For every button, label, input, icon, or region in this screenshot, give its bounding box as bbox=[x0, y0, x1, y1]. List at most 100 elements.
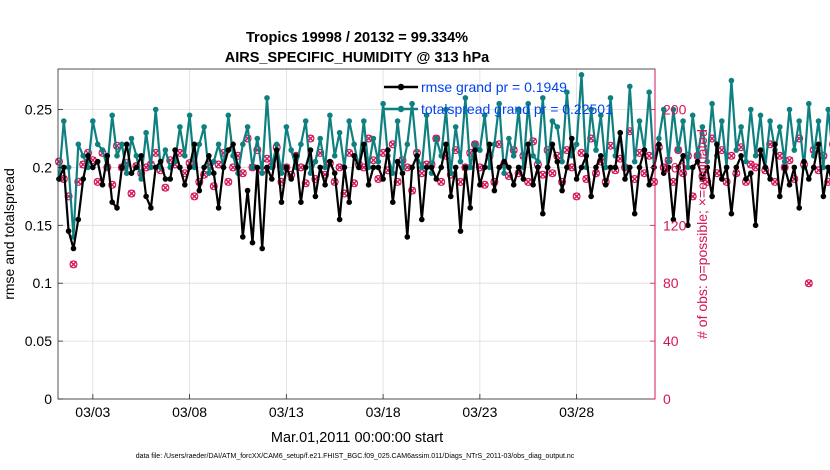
rmse-point bbox=[540, 210, 546, 217]
obs-count-marker bbox=[161, 183, 170, 192]
rmse-point bbox=[80, 176, 86, 182]
x-tick-label: 03/03 bbox=[75, 404, 110, 420]
totalspread-point bbox=[631, 158, 638, 165]
totalspread-point bbox=[752, 153, 759, 159]
totalspread-point bbox=[733, 147, 740, 153]
obs-evaluated-cross bbox=[752, 163, 760, 171]
totalspread-point bbox=[128, 135, 135, 142]
totalspread-point bbox=[201, 124, 207, 130]
rmse-point bbox=[564, 164, 570, 171]
rmse-point bbox=[346, 199, 353, 205]
obs-evaluated-cross bbox=[539, 171, 547, 179]
legend-spread-marker bbox=[397, 105, 405, 113]
y-right-tick-label: 160 bbox=[663, 159, 687, 175]
rmse-point bbox=[182, 182, 188, 188]
totalspread-point bbox=[433, 135, 440, 142]
totalspread-point bbox=[419, 164, 425, 171]
obs-evaluated-cross bbox=[573, 192, 581, 200]
rmse-point bbox=[777, 193, 783, 200]
rmse-point bbox=[61, 164, 67, 171]
totalspread-point bbox=[694, 153, 701, 159]
totalspread-point bbox=[298, 141, 304, 148]
rmse-point bbox=[781, 164, 788, 171]
rmse-point bbox=[723, 164, 730, 171]
rmse-point bbox=[365, 182, 372, 188]
obs-evaluated-cross bbox=[239, 169, 247, 177]
rmse-point bbox=[404, 234, 411, 240]
obs-count-marker bbox=[572, 192, 581, 201]
totalspread-point bbox=[65, 164, 72, 171]
totalspread-point bbox=[491, 141, 498, 148]
totalspread-point bbox=[719, 118, 725, 124]
rmse-point bbox=[670, 216, 677, 223]
totalspread-point bbox=[177, 124, 183, 130]
y-left-tick-label: 0.25 bbox=[25, 102, 52, 118]
totalspread-point bbox=[346, 118, 353, 124]
rmse-point bbox=[530, 182, 536, 188]
legend-spread-label: totalspread grand pr = 0.22501 bbox=[421, 101, 613, 117]
totalspread-point bbox=[302, 118, 309, 124]
totalspread-point bbox=[394, 118, 401, 124]
obs-evaluated-cross bbox=[161, 184, 169, 192]
totalspread-point bbox=[312, 158, 319, 165]
totalspread-point bbox=[598, 112, 604, 119]
x-tick-label: 03/08 bbox=[172, 404, 207, 420]
totalspread-point bbox=[254, 135, 261, 142]
rmse-point bbox=[167, 176, 173, 182]
rmse-point bbox=[56, 176, 62, 182]
rmse-point bbox=[302, 164, 309, 171]
obs-possible-circle bbox=[253, 146, 262, 155]
totalspread-point bbox=[530, 153, 536, 159]
rmse-point bbox=[230, 141, 236, 148]
obs-evaluated-cross bbox=[481, 181, 489, 189]
rmse-point bbox=[206, 153, 212, 159]
rmse-point bbox=[273, 147, 280, 153]
rmse-point bbox=[85, 153, 91, 159]
rmse-point bbox=[665, 164, 672, 171]
rmse-point bbox=[491, 187, 498, 194]
rmse-point bbox=[157, 158, 164, 165]
rmse-point bbox=[694, 158, 701, 165]
rmse-point bbox=[283, 164, 290, 171]
totalspread-point bbox=[206, 170, 212, 176]
obs-evaluated-cross bbox=[94, 178, 102, 186]
totalspread-point bbox=[472, 141, 478, 148]
rmse-point bbox=[602, 182, 609, 188]
rmse-point bbox=[733, 164, 740, 171]
rmse-point bbox=[133, 164, 140, 171]
totalspread-point bbox=[90, 118, 96, 124]
rmse-point bbox=[191, 141, 198, 148]
obs-possible-circle bbox=[74, 177, 83, 186]
rmse-point bbox=[322, 182, 328, 188]
rmse-point bbox=[312, 193, 319, 200]
totalspread-point bbox=[138, 176, 144, 182]
rmse-point bbox=[428, 164, 435, 171]
totalspread-point bbox=[133, 153, 140, 159]
totalspread-point bbox=[815, 118, 822, 124]
rmse-point bbox=[786, 182, 793, 188]
y-left-tick-label: 0.2 bbox=[33, 159, 53, 175]
rmse-point bbox=[748, 170, 754, 176]
chart-title-line2: AIRS_SPECIFIC_HUMIDITY @ 313 hPa bbox=[225, 50, 490, 66]
rmse-point bbox=[331, 170, 338, 176]
obs-evaluated-cross bbox=[606, 142, 614, 150]
obs-count-marker bbox=[224, 177, 233, 186]
y-axis-left-label: rmse and totalspread bbox=[1, 168, 17, 300]
obs-possible-circle bbox=[209, 182, 218, 191]
rmse-point bbox=[767, 176, 773, 182]
totalspread-point bbox=[380, 100, 386, 107]
rmse-point bbox=[719, 176, 725, 182]
obs-evaluated-cross bbox=[524, 178, 532, 186]
totalspread-point bbox=[743, 158, 749, 165]
rmse-point bbox=[598, 153, 604, 159]
totalspread-point bbox=[462, 95, 469, 101]
y-right-tick-label: 40 bbox=[663, 333, 679, 349]
totalspread-point bbox=[99, 147, 106, 153]
rmse-point bbox=[617, 129, 623, 136]
totalspread-point bbox=[481, 112, 488, 119]
rmse-point bbox=[104, 153, 111, 159]
totalspread-point bbox=[61, 118, 67, 124]
rmse-point bbox=[820, 193, 827, 200]
y-left-tick-label: 0 bbox=[44, 391, 52, 407]
totalspread-point bbox=[685, 164, 691, 171]
